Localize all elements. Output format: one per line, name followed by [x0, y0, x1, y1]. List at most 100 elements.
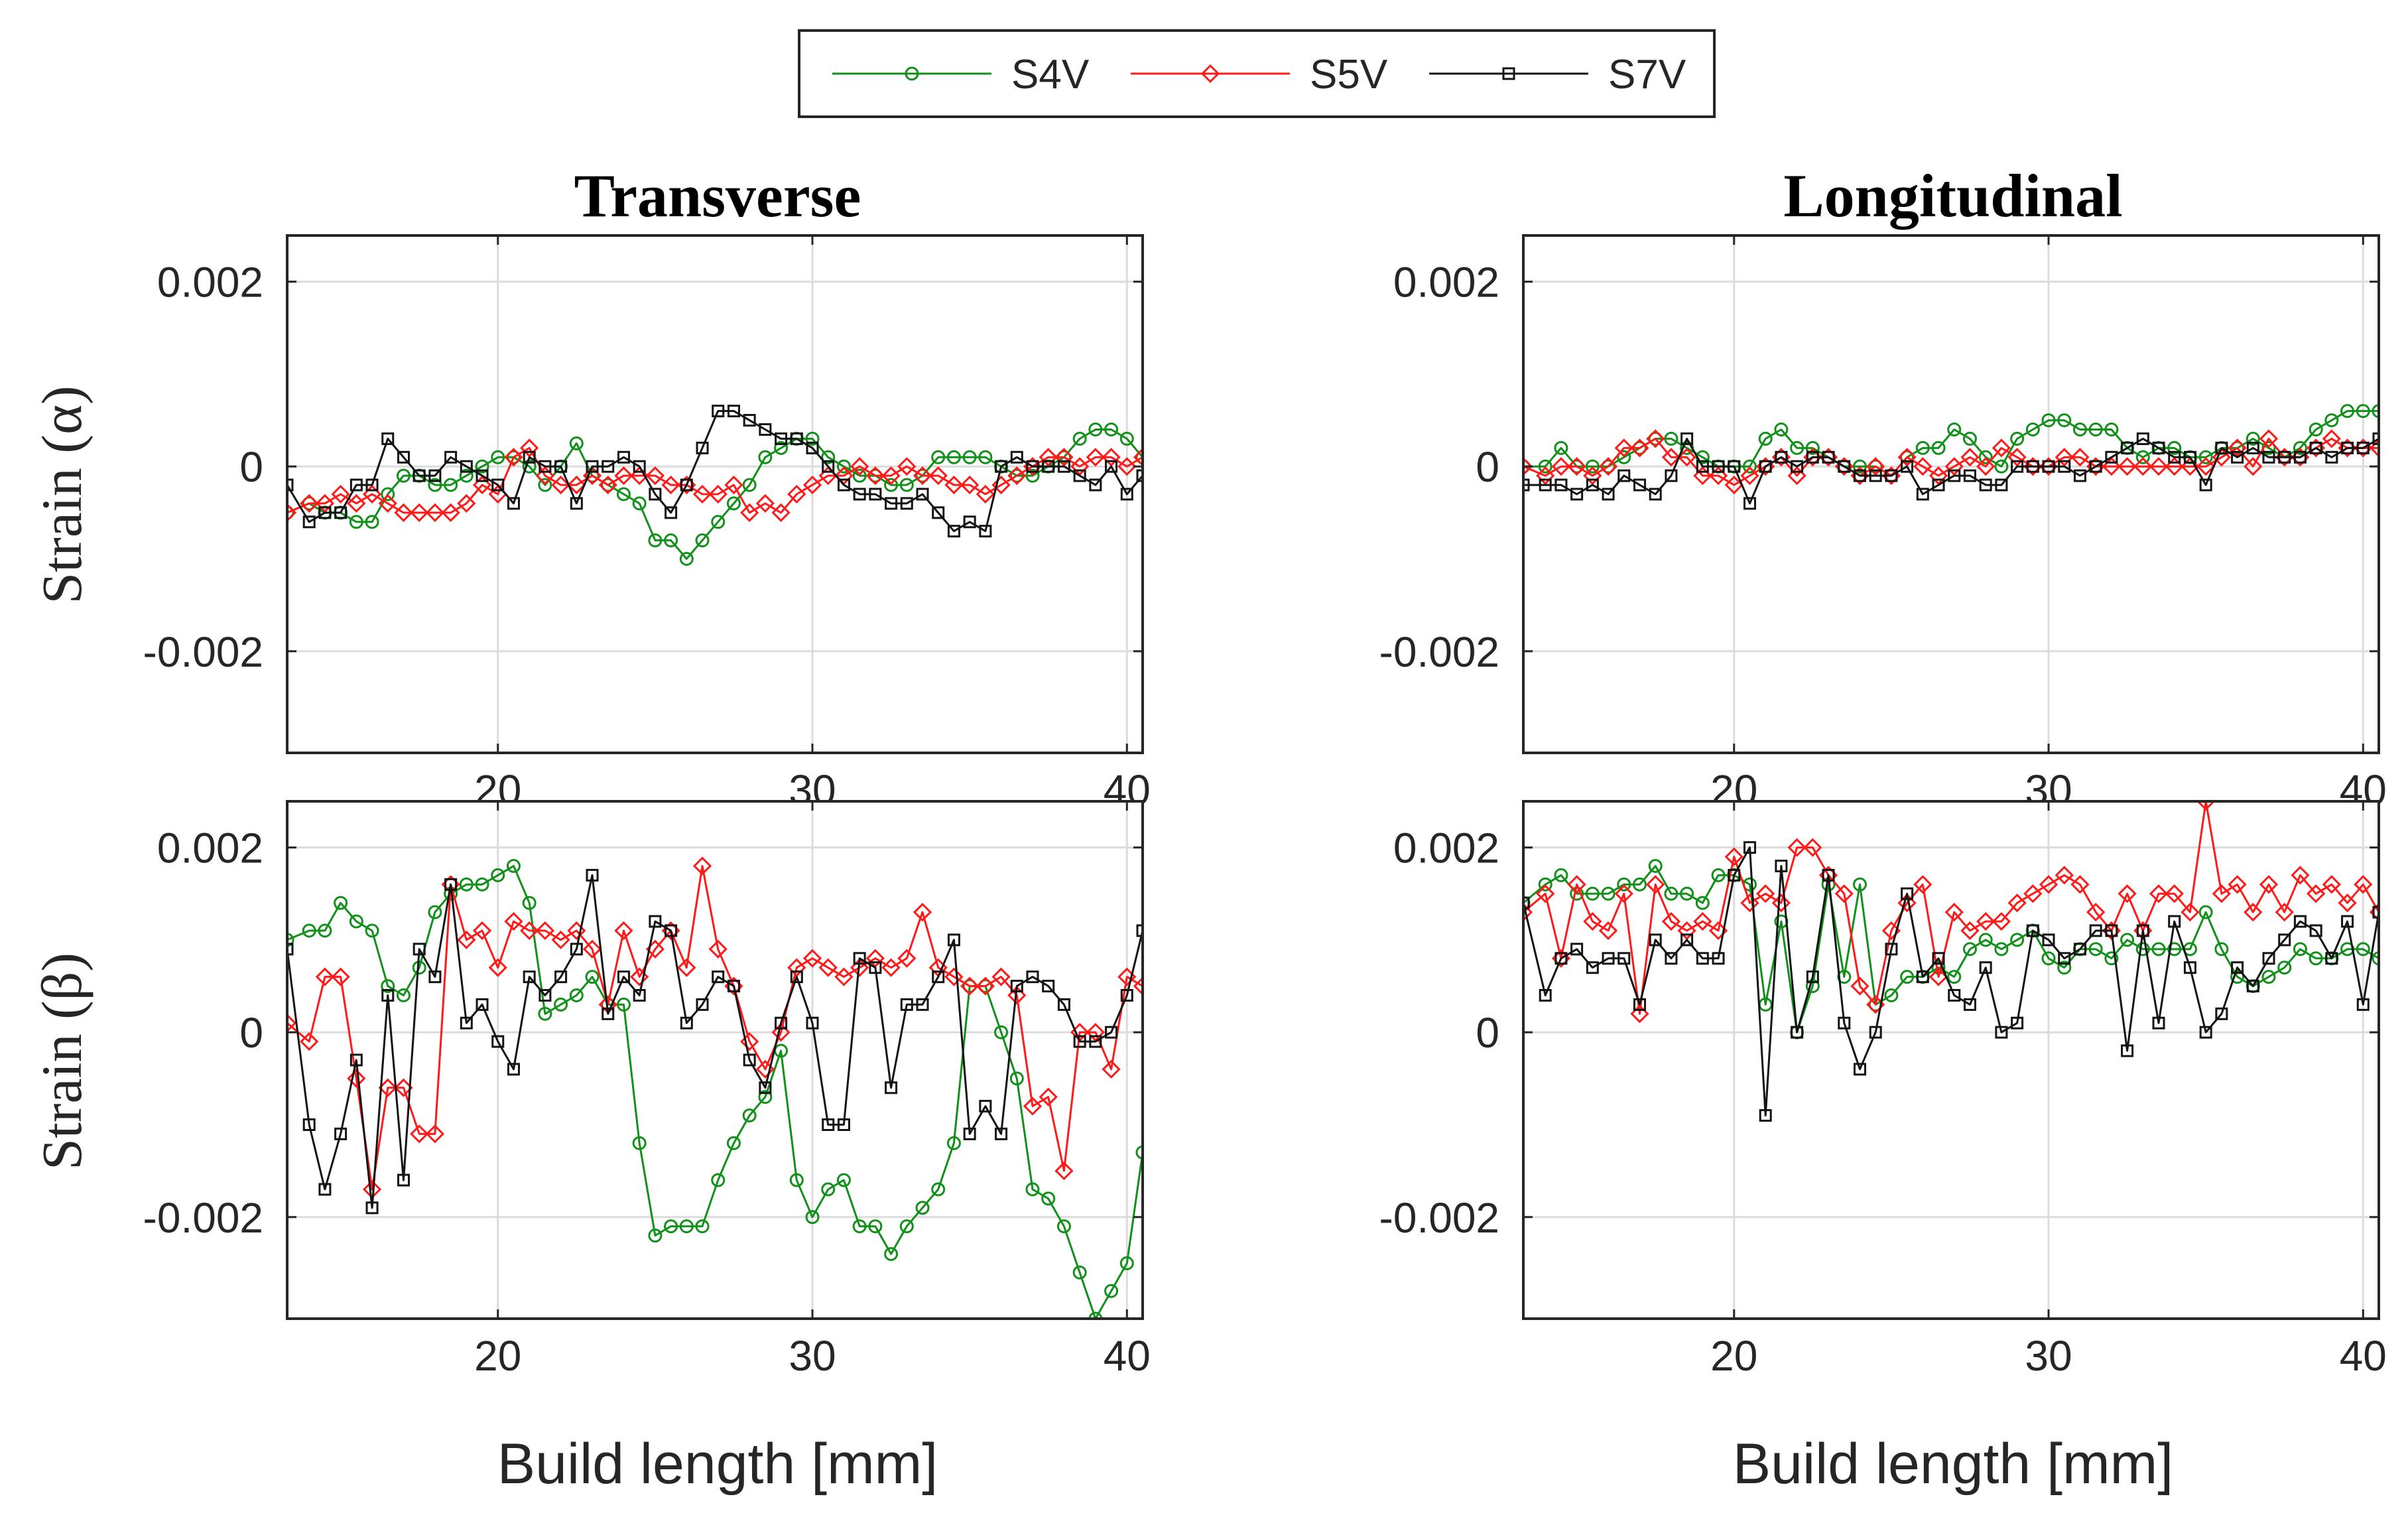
data-point-s5v	[834, 967, 854, 986]
data-point-s4v	[2088, 423, 2103, 436]
data-point-s4v	[711, 1173, 726, 1187]
data-point-s7v	[2372, 905, 2379, 919]
data-point-s7v	[2026, 460, 2039, 473]
data-point-s5v	[661, 475, 680, 495]
data-point-s4v	[695, 533, 710, 548]
data-point-s5v	[2055, 866, 2074, 885]
data-point-s7v	[963, 515, 976, 529]
data-point-s7v	[2168, 915, 2181, 928]
data-point-s4v	[1088, 1311, 1103, 1319]
data-point-s5v	[1646, 875, 1665, 894]
data-point-s4v	[946, 1136, 961, 1150]
data-point-s7v	[759, 1081, 772, 1094]
data-point-s5v	[2149, 457, 2169, 476]
data-point-s7v	[1665, 952, 1678, 965]
data-point-s4v	[459, 468, 474, 483]
data-point-s4v	[585, 970, 600, 984]
data-point-s7v	[602, 1007, 615, 1020]
data-point-s7v	[1042, 460, 1055, 473]
data-point-s7v	[2152, 441, 2165, 454]
data-point-s7v	[460, 460, 473, 473]
data-point-s5v	[614, 921, 633, 941]
data-point-s4v	[664, 533, 678, 548]
data-point-s7v	[696, 998, 709, 1011]
data-point-s7v	[1602, 952, 1615, 965]
data-point-s5v	[2181, 903, 2200, 922]
data-point-s7v	[1570, 943, 1584, 956]
y-tick-label: -0.002	[1379, 628, 1499, 676]
data-point-s4v	[1805, 440, 1820, 455]
data-point-s5v	[2118, 457, 2137, 476]
data-point-s7v	[602, 460, 615, 473]
data-point-s7v	[2011, 1016, 2024, 1029]
data-point-s5v	[535, 921, 555, 941]
data-point-s7v	[570, 497, 583, 510]
data-point-s7v	[995, 460, 1008, 473]
data-point-s5v	[1929, 967, 1948, 986]
data-point-s4v	[2057, 960, 2072, 975]
data-point-s7v	[2089, 924, 2102, 937]
data-point-s7v	[1617, 952, 1631, 965]
data-point-s7v	[696, 441, 709, 454]
data-point-s7v	[1712, 952, 1725, 965]
data-point-s4v	[852, 1219, 867, 1234]
data-point-s4v	[2356, 404, 2370, 419]
data-point-s7v	[2231, 450, 2244, 464]
data-point-s7v	[1523, 478, 1530, 492]
data-point-s5v	[865, 949, 885, 968]
data-point-s7v	[412, 469, 426, 482]
data-point-s5v	[944, 967, 964, 986]
data-point-s4v	[1617, 450, 1631, 464]
data-point-s4v	[1680, 886, 1694, 901]
data-point-s4v	[1554, 868, 1568, 882]
series-line-s4v	[1523, 865, 2379, 1033]
data-point-s4v	[2041, 951, 2056, 966]
data-point-s7v	[2341, 915, 2354, 928]
data-point-s5v	[488, 958, 507, 977]
data-point-s7v	[1743, 497, 1756, 510]
data-point-s5v	[2338, 894, 2357, 913]
data-point-s4v	[679, 1219, 694, 1234]
data-point-s5v	[410, 503, 429, 522]
data-point-s5v	[818, 958, 838, 977]
data-point-s4v	[1915, 440, 1930, 455]
data-point-s5v	[2149, 884, 2169, 903]
y-tick-label: 0.002	[1393, 825, 1499, 872]
legend-marker-s5v	[1200, 64, 1220, 84]
data-point-s5v	[1007, 986, 1027, 1005]
data-point-s7v	[1010, 450, 1023, 464]
data-point-s5v	[300, 1032, 319, 1051]
data-point-s7v	[2246, 441, 2259, 454]
data-point-s7v	[790, 970, 803, 984]
data-point-s5v	[1102, 448, 1121, 467]
data-point-s7v	[900, 998, 913, 1011]
data-point-s5v	[2023, 884, 2043, 903]
data-point-s5v	[504, 911, 523, 931]
data-point-s5v	[1523, 903, 1533, 922]
data-point-s7v	[1948, 989, 1961, 1002]
data-point-s5v	[1523, 457, 1533, 476]
data-point-s7v	[1995, 478, 2008, 492]
data-point-s4v	[836, 459, 851, 474]
data-point-s5v	[520, 921, 539, 941]
data-point-s7v	[885, 497, 898, 510]
data-point-s4v	[569, 988, 584, 1002]
data-point-s5v	[976, 976, 995, 996]
data-point-s7v	[2121, 441, 2134, 454]
data-point-s5v	[1054, 1161, 1074, 1181]
data-point-s7v	[1649, 933, 1662, 947]
data-point-s4v	[1554, 440, 1568, 455]
data-point-s7v	[1680, 933, 1694, 947]
data-point-s7v	[1523, 896, 1530, 909]
data-point-s5v	[708, 484, 728, 504]
data-point-s4v	[2104, 423, 2119, 436]
data-point-s7v	[932, 506, 945, 519]
data-point-s4v	[1868, 459, 1883, 474]
data-point-s5v	[2369, 438, 2379, 458]
data-point-s5v	[1866, 457, 1885, 476]
data-point-s7v	[523, 450, 536, 464]
data-point-s4v	[381, 487, 395, 501]
data-point-s5v	[347, 494, 366, 513]
